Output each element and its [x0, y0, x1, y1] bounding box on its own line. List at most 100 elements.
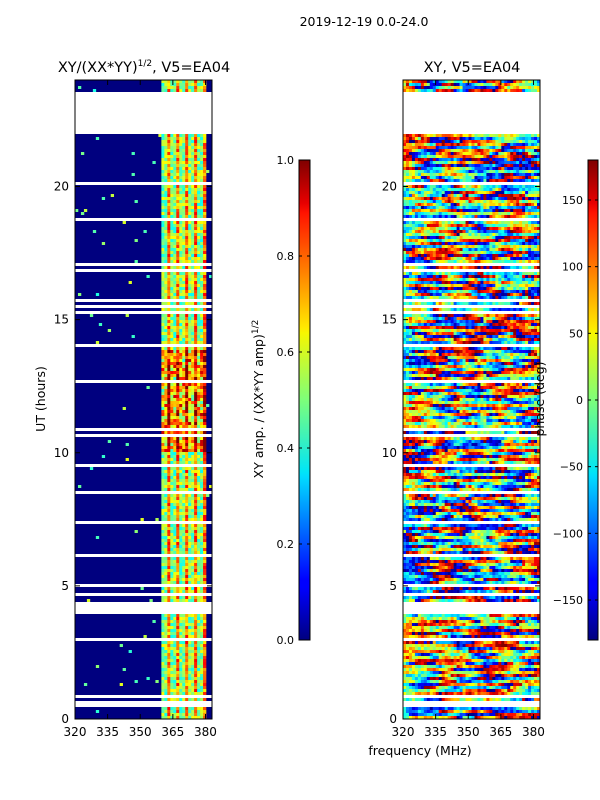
amplitude-cell: [194, 572, 198, 575]
amplitude-cell: [200, 656, 204, 659]
amplitude-cell: [179, 566, 183, 569]
amplitude-cell: [170, 296, 174, 299]
phase-cell: [483, 140, 487, 143]
amplitude-cell: [191, 557, 195, 560]
amplitude-cell: [167, 224, 171, 227]
phase-cell: [453, 140, 457, 143]
phase-cell: [516, 89, 520, 92]
phase-cell: [420, 233, 425, 236]
amplitude-cell: [182, 587, 186, 590]
amplitude-cell: [185, 548, 189, 551]
phase-cell: [471, 176, 475, 179]
amplitude-cell: [203, 503, 207, 506]
amplitude-cell: [176, 149, 180, 152]
amplitude-cell: [176, 419, 180, 422]
phase-cell: [507, 248, 511, 251]
phase-cell: [534, 260, 538, 263]
amplitude-cell: [164, 356, 168, 359]
amplitude-row: [75, 248, 212, 251]
phase-cell: [414, 239, 419, 242]
amplitude-cell: [161, 203, 165, 206]
phase-cell: [513, 134, 517, 137]
amplitude-cell: [161, 629, 165, 632]
phase-cell: [513, 146, 517, 149]
phase-cell: [531, 146, 535, 149]
amplitude-cell: [203, 323, 207, 326]
amplitude-cell: [167, 518, 171, 521]
phase-cell: [471, 185, 475, 188]
phase-cell: [435, 167, 440, 170]
amplitude-cell: [182, 524, 186, 527]
phase-cell: [471, 170, 475, 173]
amplitude-cell: [173, 215, 177, 218]
amplitude-cell: [164, 362, 168, 365]
amplitude-cell: [191, 179, 195, 182]
phase-cell: [525, 158, 529, 161]
amplitude-cell: [203, 596, 207, 599]
amplitude-cell: [191, 656, 195, 659]
amplitude-cell: [164, 572, 168, 575]
phase-cell: [537, 143, 540, 146]
amplitude-cell: [197, 533, 201, 536]
phase-cell: [528, 134, 532, 137]
amplitude-cell: [197, 293, 201, 296]
amplitude-cell: [179, 548, 183, 551]
amplitude-cell: [182, 197, 186, 200]
amplitude-cell: [161, 197, 165, 200]
amplitude-cell: [170, 308, 174, 311]
amplitude-cell: [200, 368, 204, 371]
amplitude-cell: [200, 191, 204, 194]
phase-cell: [441, 149, 445, 152]
phase-cell: [489, 80, 493, 83]
amplitude-cell: [188, 677, 192, 680]
phase-cell: [429, 260, 434, 263]
amplitude-cell: [194, 260, 198, 263]
amplitude-cell: [179, 467, 183, 470]
panel-amplitude-title: XY/(XX*YY)1/2, V5=EA04: [58, 59, 230, 76]
phase-cell: [465, 233, 469, 236]
amplitude-cell: [176, 179, 180, 182]
amplitude-cell: [182, 455, 186, 458]
phase-cell: [456, 155, 460, 158]
phase-cell: [423, 257, 428, 260]
amplitude-cell: [191, 662, 195, 665]
phase-cell: [405, 167, 410, 170]
amplitude-cell: [188, 206, 192, 209]
phase-cell: [426, 167, 431, 170]
phase-cell: [459, 251, 463, 254]
amplitude-cell: [203, 575, 207, 578]
amplitude-cell: [197, 317, 201, 320]
amplitude-cell: [173, 407, 177, 410]
amplitude-cell: [173, 617, 177, 620]
amplitude-cell: [203, 296, 207, 299]
phase-cell: [513, 155, 517, 158]
amplitude-cell: [179, 365, 183, 368]
phase-cell: [462, 80, 466, 83]
amplitude-cell: [203, 545, 207, 548]
amplitude-cell: [188, 317, 192, 320]
phase-cell: [537, 86, 540, 89]
amplitude-row: [75, 197, 212, 200]
phase-cell: [405, 188, 410, 191]
amplitude-cell: [188, 437, 192, 440]
phase-cell: [420, 266, 425, 269]
amplitude-cell: [164, 326, 168, 329]
amplitude-cell: [161, 626, 165, 629]
phase-cell: [417, 89, 422, 92]
amplitude-cell: [125, 443, 129, 446]
amplitude-cell: [194, 323, 198, 326]
phase-cell: [450, 221, 454, 224]
amplitude-cell: [194, 656, 198, 659]
amplitude-cell: [176, 137, 180, 140]
amplitude-cell: [176, 242, 180, 245]
phase-cell: [480, 86, 484, 89]
amplitude-cell: [203, 176, 207, 179]
phase-cell: [403, 236, 407, 239]
amplitude-cell: [200, 356, 204, 359]
amplitude-cell: [164, 230, 168, 233]
amplitude-cell: [167, 671, 171, 674]
amplitude-cell: [197, 239, 201, 242]
phase-cell: [522, 260, 526, 263]
amplitude-cell: [167, 707, 171, 710]
amplitude-cell: [176, 524, 180, 527]
